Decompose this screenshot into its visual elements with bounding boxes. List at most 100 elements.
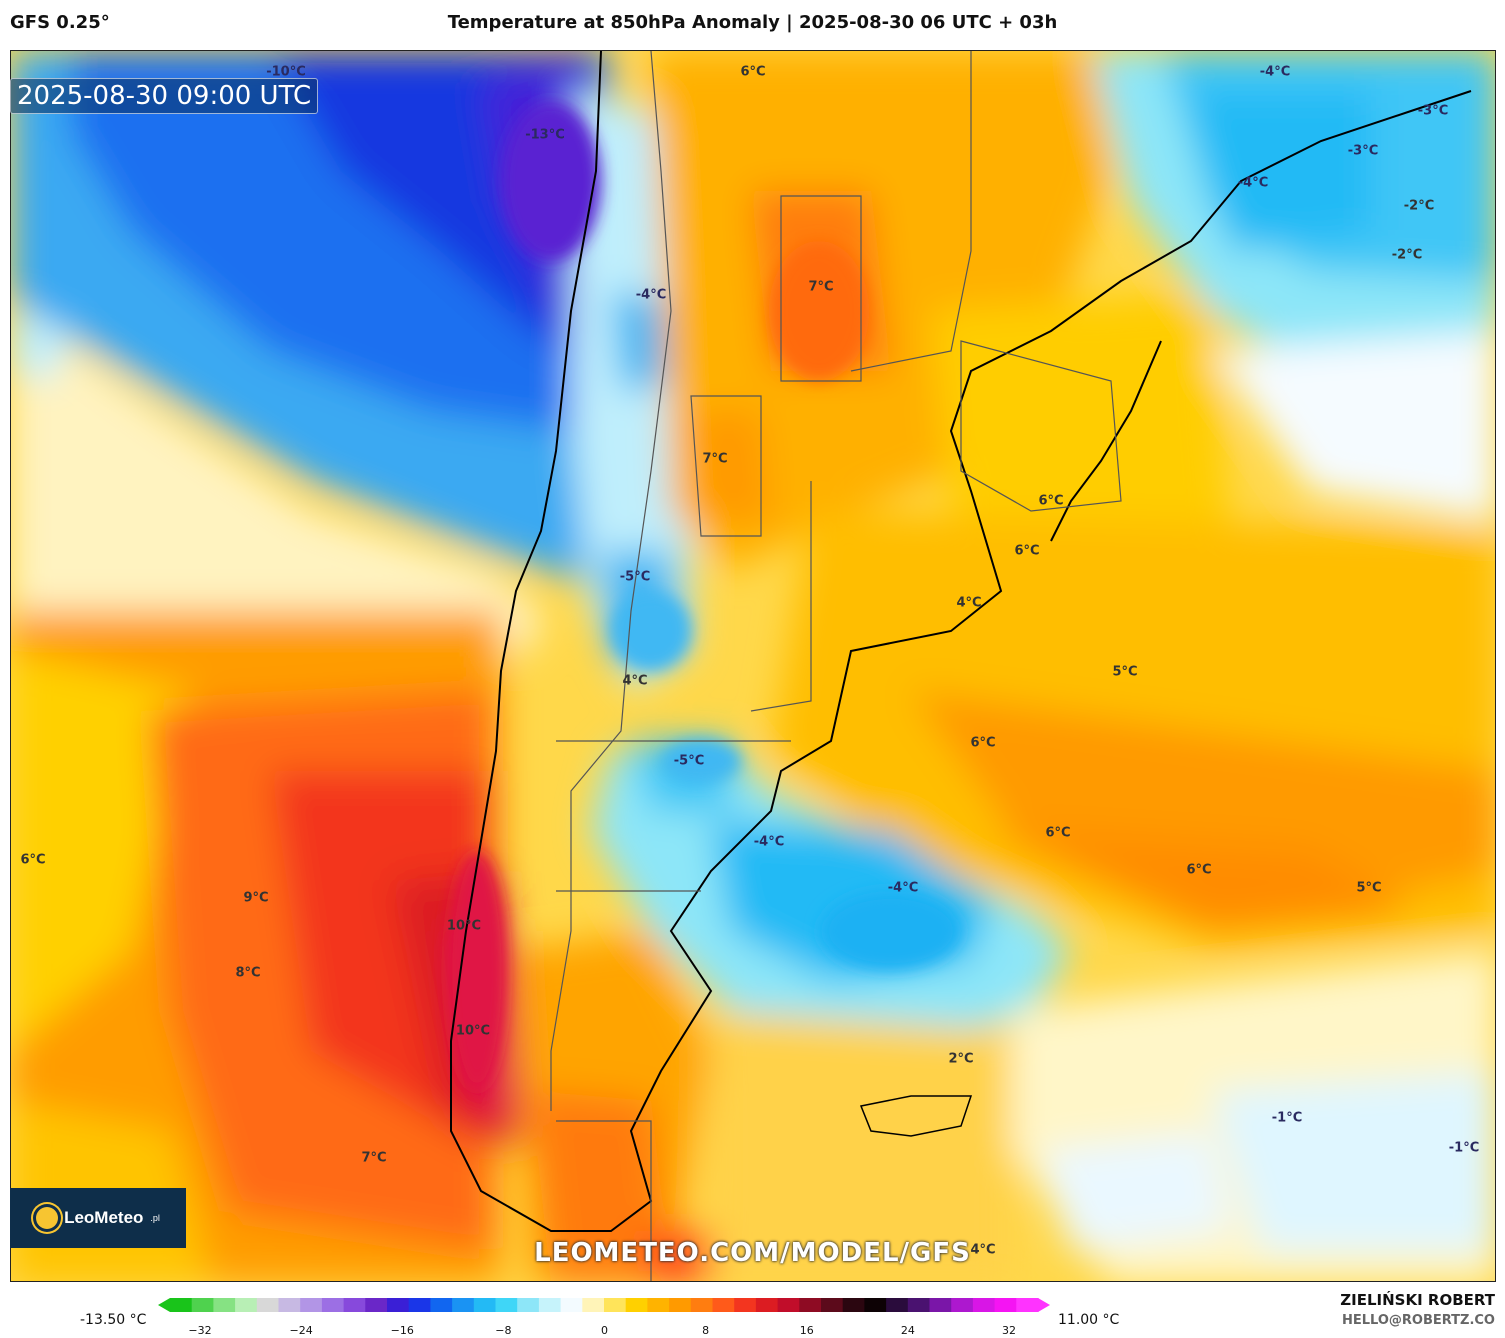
temp-label: 10°C xyxy=(446,918,482,934)
temp-label: 7°C xyxy=(702,451,728,467)
colorbar-segment xyxy=(191,1298,214,1312)
colorbar-segment xyxy=(387,1298,410,1312)
colorbar-segment xyxy=(343,1298,366,1312)
logo-tld: .pl xyxy=(150,1213,160,1223)
temp-label: 10°C xyxy=(455,1023,491,1039)
temp-label: 6°C xyxy=(740,64,766,80)
colorbar-segment xyxy=(669,1298,692,1312)
colorbar-tick-label: 24 xyxy=(900,1324,915,1337)
colorbar-segment xyxy=(256,1298,280,1312)
colorbar-segment xyxy=(582,1298,605,1312)
temp-label: 5°C xyxy=(1112,664,1138,680)
colorbar-segment xyxy=(560,1298,583,1312)
colorbar-left-arrow xyxy=(158,1298,170,1312)
colorbar-segment xyxy=(929,1298,952,1312)
temp-label: -10°C xyxy=(266,64,306,80)
colorbar-segment xyxy=(712,1298,735,1312)
temp-label: 6°C xyxy=(20,852,46,868)
colorbar-segment xyxy=(842,1298,865,1312)
colorbar-segment xyxy=(538,1298,562,1312)
map-canvas xyxy=(11,51,1495,1281)
colorbar xyxy=(158,1298,1050,1312)
colorbar-segment xyxy=(430,1298,453,1312)
watermark-link[interactable]: LEOMETEO.COM/MODEL/GFS xyxy=(534,1238,971,1268)
temp-label: 6°C xyxy=(1038,493,1064,509)
temp-label: 6°C xyxy=(1045,825,1071,841)
temp-label: 6°C xyxy=(970,735,996,751)
colorbar-right-arrow xyxy=(1038,1298,1050,1312)
scale-min-label: -13.50 °C xyxy=(80,1312,147,1328)
colorbar-segment xyxy=(994,1298,1017,1312)
sun-icon xyxy=(36,1207,59,1229)
falkland-islands xyxy=(859,1095,973,1137)
colorbar-segment xyxy=(517,1298,540,1312)
colorbar-segment xyxy=(278,1298,301,1312)
colorbar-segment xyxy=(755,1298,779,1312)
colorbar-segment xyxy=(495,1298,518,1312)
colorbar-segments xyxy=(170,1298,1039,1312)
author-email[interactable]: HELLO@ROBERTZ.CO xyxy=(1341,1313,1495,1328)
temp-label: -5°C xyxy=(619,569,651,585)
temp-label: -4°C xyxy=(887,880,919,896)
coastlines xyxy=(450,51,1472,1232)
temp-label: -13°C xyxy=(525,127,565,143)
colorbar-segment xyxy=(907,1298,931,1312)
colorbar-segment xyxy=(321,1298,345,1312)
colorbar-segment xyxy=(365,1298,388,1312)
model-name: GFS 0.25° xyxy=(10,12,110,33)
colorbar-segment xyxy=(864,1298,887,1312)
temp-label: -4°C xyxy=(1237,175,1269,191)
colorbar-segment xyxy=(972,1298,996,1312)
colorbar-segment xyxy=(1016,1298,1039,1312)
colorbar-segment xyxy=(235,1298,258,1312)
temp-label: 7°C xyxy=(808,279,834,295)
colorbar-tick-label: −24 xyxy=(289,1324,313,1337)
colorbar-segment xyxy=(625,1298,648,1312)
temp-label: 5°C xyxy=(1356,880,1382,896)
temp-label: 4°C xyxy=(622,673,648,689)
temp-label: 2°C xyxy=(948,1051,974,1067)
colorbar-segment xyxy=(821,1298,844,1312)
colorbar-segment xyxy=(799,1298,822,1312)
leometeo-logo[interactable]: LeoMeteo .pl xyxy=(10,1188,186,1248)
anomaly-map: -10°C -13°C 6°C -4°C -3°C -3°C -4°C -2°C… xyxy=(10,50,1496,1282)
political-borders xyxy=(550,51,1122,1281)
temp-label: -3°C xyxy=(1347,143,1379,159)
colorbar-segment xyxy=(170,1298,193,1312)
colorbar-segment xyxy=(647,1298,670,1312)
colorbar-segment xyxy=(300,1298,323,1312)
temp-label: 6°C xyxy=(1014,543,1040,559)
colorbar-segment xyxy=(734,1298,757,1312)
colorbar-tick-label: 32 xyxy=(1002,1324,1016,1337)
colorbar-tick-label: 0 xyxy=(601,1324,608,1337)
temp-label: 9°C xyxy=(243,890,269,906)
chart-title: Temperature at 850hPa Anomaly | 2025-08-… xyxy=(447,12,1058,33)
temp-label: 6°C xyxy=(1186,862,1212,878)
colorbar-tick-label: 8 xyxy=(702,1324,710,1337)
temp-label: -5°C xyxy=(673,753,705,769)
colorbar-tick-label: −8 xyxy=(495,1324,512,1337)
logo-text: LeoMeteo xyxy=(64,1208,144,1227)
temp-label: -4°C xyxy=(753,834,785,850)
colorbar-tick-label: −32 xyxy=(188,1324,212,1337)
colorbar-segment xyxy=(213,1298,236,1312)
temp-label: 4°C xyxy=(970,1242,996,1258)
temp-label: -1°C xyxy=(1448,1140,1480,1156)
colorbar-tick-label: −16 xyxy=(390,1324,414,1337)
scale-max-label: 11.00 °C xyxy=(1058,1312,1120,1328)
temp-label: 7°C xyxy=(361,1150,387,1166)
temp-label: 8°C xyxy=(235,965,261,981)
colorbar-segment xyxy=(777,1298,800,1312)
colorbar-segment xyxy=(473,1298,497,1312)
colorbar-segment xyxy=(690,1298,714,1312)
colorbar-segment xyxy=(452,1298,475,1312)
temp-label: 4°C xyxy=(956,595,982,611)
colorbar-tick-label: 16 xyxy=(799,1324,814,1337)
colorbar-segment xyxy=(604,1298,627,1312)
temp-label: -1°C xyxy=(1271,1110,1303,1126)
temp-label: -2°C xyxy=(1391,247,1423,263)
temp-label: -3°C xyxy=(1417,103,1449,119)
author-name: ZIELIŃSKI ROBERT xyxy=(1340,1291,1495,1309)
temp-label: -2°C xyxy=(1403,198,1435,214)
colorbar-segment xyxy=(951,1298,974,1312)
